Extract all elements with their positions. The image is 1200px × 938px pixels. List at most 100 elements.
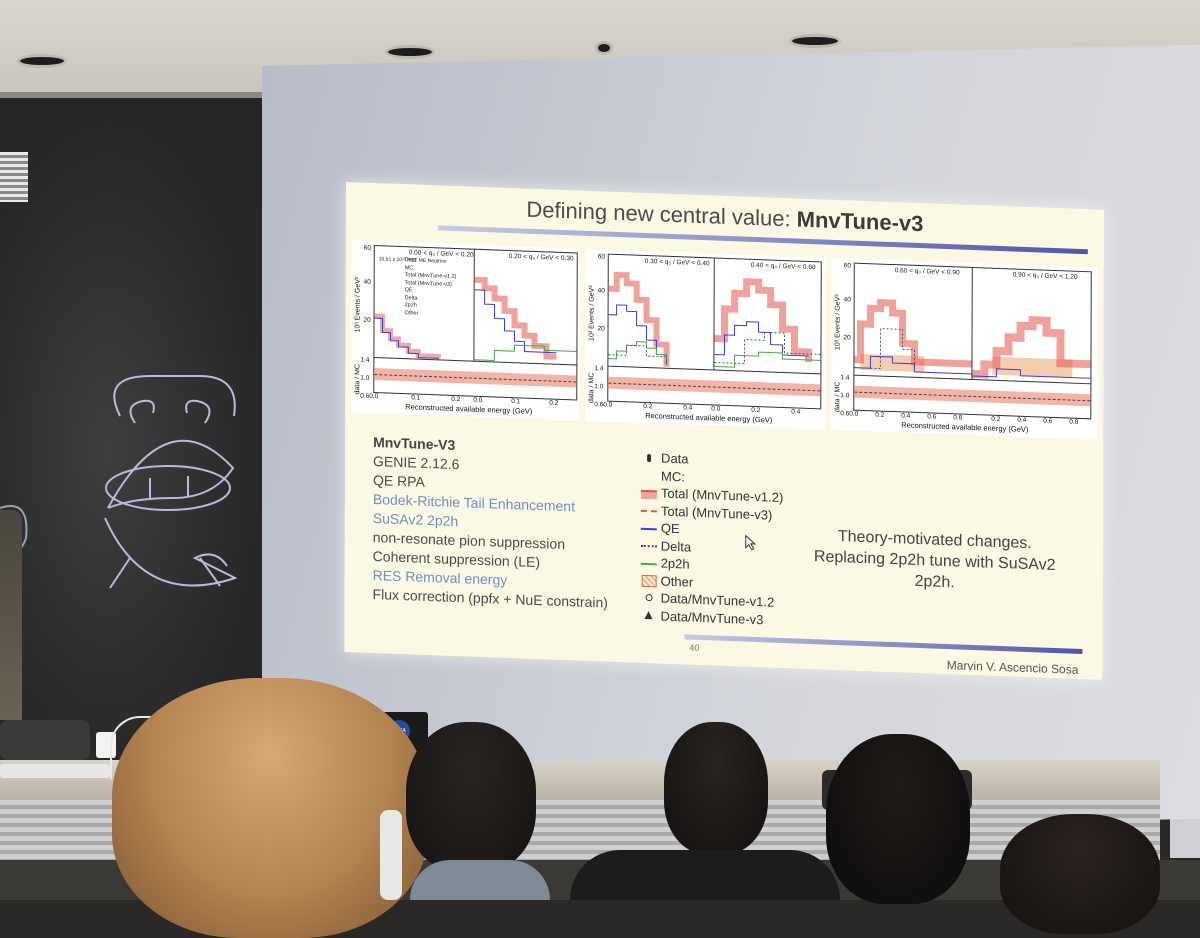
- y-tick: 40: [597, 287, 605, 295]
- ceiling-sensor: [598, 44, 610, 52]
- x-tick: 0.2: [643, 402, 653, 411]
- blank-icon: [641, 470, 657, 481]
- y-tick: 40: [843, 296, 851, 304]
- plot-panel-3: 10³ Events / GeV² data / MC 60 40 20 1.4…: [831, 257, 1098, 440]
- x-tick: 0.1: [411, 394, 421, 402]
- chalk-drawing: [0, 375, 238, 589]
- ratio-tick: 0.6: [594, 401, 604, 409]
- slide-note: Theory-motivated changes. Replacing 2p2h…: [785, 524, 1085, 598]
- legend-label: Delta: [660, 538, 692, 555]
- x-tick: 0.4: [901, 412, 911, 420]
- ratio-tick: 1.4: [594, 365, 604, 373]
- author-name: Marvin V. Ascencio Sosa: [946, 658, 1079, 677]
- legend-label: MC:: [660, 468, 685, 484]
- ratio-tick: 1.0: [594, 383, 604, 391]
- plot-bin-5: 0.60 < q₃ / GeV < 0.90: [853, 262, 974, 382]
- ratio-tick: 1.4: [840, 374, 850, 382]
- mouse-cursor-icon: [745, 534, 757, 551]
- histogram: [972, 316, 1091, 379]
- x-tick: 0.4: [683, 404, 693, 412]
- slide-title-bold: MnvTune-v3: [796, 206, 924, 237]
- histogram: [374, 313, 441, 361]
- legend-label: Data/MnvTune-v3: [660, 608, 764, 627]
- x-tick: 0.4: [1017, 416, 1027, 424]
- legend-label: Other: [660, 573, 694, 590]
- plot-panel-1: 10³ Events / GeV² data / MC 60 40 20 1.4…: [351, 240, 580, 421]
- histogram: [714, 278, 821, 368]
- plot-panel-2: 10³ Events / GeV² data / MC 60 40 20 1.4…: [585, 248, 826, 430]
- legend-label: 2p2h: [660, 555, 690, 572]
- x-tick: 0.0: [603, 401, 613, 409]
- x-tick: 0.6: [927, 413, 937, 421]
- chair: [0, 720, 90, 760]
- tune-changes-list: MnvTune-V3 GENIE 2.12.6 QE RPA Bodek-Rit…: [373, 433, 609, 613]
- green-line-icon: [640, 558, 657, 569]
- red-dashed-icon: [640, 505, 657, 516]
- x-tick: 0.2: [451, 395, 461, 404]
- legend-label: Data: [661, 450, 689, 467]
- audience-head-far-right: [1000, 814, 1160, 934]
- x-tick: 0.8: [1069, 418, 1079, 426]
- plot-bin-3: 0.30 < q₃ / GeV < 0.40: [607, 253, 716, 372]
- page-number: 40: [689, 642, 700, 653]
- plot-bin-2: 0.20 < q₃ / GeV < 0.30: [473, 248, 578, 367]
- y-tick: 20: [597, 325, 605, 333]
- dotted-line-icon: [640, 540, 657, 551]
- y-tick: 60: [843, 262, 852, 270]
- hatched-box-icon: [641, 575, 657, 588]
- histogram: [608, 271, 670, 367]
- ratio-plot: [607, 365, 822, 410]
- legend-label: QE: [660, 520, 680, 537]
- y-axis-label: 10³ Events / GeV²: [354, 276, 362, 333]
- y-tick: 60: [363, 244, 372, 252]
- red-band-icon: [640, 488, 657, 500]
- audience-head-right: [826, 734, 970, 904]
- ceiling-light: [20, 57, 64, 65]
- audience-head-dark: [406, 722, 536, 872]
- x-tick: 0.2: [991, 415, 1001, 423]
- ratio-tick: 1.0: [840, 392, 850, 400]
- x-tick: 0.2: [549, 399, 559, 407]
- y-tick: 40: [363, 278, 371, 286]
- blue-line-icon: [640, 523, 657, 534]
- presentation-slide: Defining new central value: MnvTune-v3 1…: [344, 182, 1104, 680]
- x-tick: 0.2: [875, 411, 885, 419]
- plot-bin-6: 0.90 < q₃ / GeV < 1.20: [971, 266, 1092, 386]
- y-tick: 20: [843, 334, 851, 342]
- power-strip: [0, 764, 110, 778]
- x-tick: 0.0: [849, 410, 859, 418]
- data-point-icon: [641, 453, 657, 464]
- x-tick: 0.0: [369, 392, 379, 401]
- ceiling-light: [792, 37, 838, 45]
- x-tick: 0.4: [791, 408, 801, 416]
- histogram: [854, 298, 973, 375]
- ratio-tick: 1.0: [360, 374, 370, 382]
- x-tick: 0.0: [473, 396, 483, 404]
- presenter: [0, 510, 22, 720]
- y-tick: 60: [597, 253, 606, 261]
- ratio-tick: 0.6: [840, 410, 850, 418]
- slide-title-text: Defining new central value:: [526, 196, 797, 232]
- ratio-tick: 0.6: [360, 392, 370, 400]
- y-axis-label: 10³ Events / GeV²: [588, 285, 596, 342]
- ratio-tick: 1.4: [360, 356, 370, 364]
- x-tick: 0.2: [751, 406, 761, 415]
- face-mask-strap: [380, 810, 402, 900]
- plot-bin-4: 0.40 < q₃ / GeV < 0.60: [713, 257, 822, 376]
- audience-jacket: [570, 850, 840, 900]
- wall-vent: [0, 152, 28, 202]
- x-axis-label: Reconstructed available energy (GeV): [901, 420, 1029, 435]
- footer-accent-bar: [684, 634, 1083, 655]
- audience-head-center: [664, 722, 768, 854]
- x-tick: 0.1: [511, 398, 521, 406]
- x-tick: 0.8: [953, 414, 963, 422]
- plot-bin-1: 0.00 < q₃ / GeV < 0.20 10.61 x 10²⁰ POT …: [373, 245, 476, 363]
- plot-legend: Data MC: Total (MnvTune-v1.2) Total (Mnv…: [640, 449, 783, 629]
- ratio-plot: [853, 374, 1092, 420]
- open-point-icon: [641, 593, 657, 604]
- x-tick: 0.0: [711, 405, 721, 413]
- ceiling-light: [388, 48, 432, 56]
- histogram: [474, 276, 577, 361]
- audience-head-blonde: [112, 678, 428, 938]
- audience-shirt: [410, 860, 550, 900]
